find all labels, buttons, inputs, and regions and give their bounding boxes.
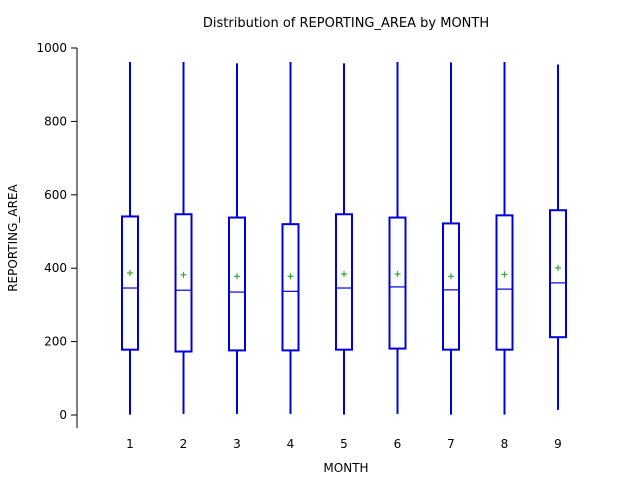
mean-marker <box>394 271 401 278</box>
y-tick-label: 600 <box>44 188 67 202</box>
x-tick-label: 5 <box>340 437 348 451</box>
box-month-6 <box>388 61 407 414</box>
chart-title: Distribution of REPORTING_AREA by MONTH <box>203 16 489 31</box>
box-month-3 <box>228 63 246 414</box>
x-tick-label: 4 <box>287 437 295 451</box>
boxes-layer <box>121 61 567 415</box>
y-tick-label: 200 <box>44 335 67 349</box>
y-axis-title: REPORTING_AREA <box>6 183 20 291</box>
box-month-9 <box>549 64 567 410</box>
iqr-box <box>495 214 514 351</box>
mean-marker <box>448 273 454 280</box>
y-axis-ticks: 0 200 400 600 800 1000 <box>36 41 77 422</box>
box-month-1 <box>121 61 139 415</box>
iqr-box <box>335 213 353 351</box>
x-axis-ticks: 1 2 3 4 5 6 7 8 9 <box>126 437 562 451</box>
iqr-box <box>174 213 193 353</box>
x-tick-label: 9 <box>554 437 562 451</box>
x-tick-label: 6 <box>394 437 402 451</box>
iqr-box <box>228 216 246 352</box>
mean-marker <box>341 271 347 278</box>
mean-marker <box>234 273 240 280</box>
x-axis-title: MONTH <box>323 461 368 475</box>
box-month-2 <box>174 61 193 414</box>
y-tick-label: 0 <box>59 408 67 422</box>
iqr-box <box>281 223 300 352</box>
mean-marker <box>555 264 561 271</box>
y-tick-label: 1000 <box>36 41 67 55</box>
box-month-5 <box>335 63 353 415</box>
iqr-box <box>442 222 460 351</box>
mean-marker <box>501 271 508 278</box>
box-month-8 <box>495 61 514 415</box>
x-tick-label: 2 <box>180 437 188 451</box>
mean-marker <box>287 273 294 280</box>
iqr-box <box>121 215 139 351</box>
box-month-7 <box>442 62 460 415</box>
mean-marker <box>127 269 133 276</box>
y-tick-label: 800 <box>44 114 67 128</box>
iqr-box <box>549 209 567 339</box>
box-month-4 <box>281 61 300 414</box>
mean-marker <box>180 271 187 278</box>
y-tick-label: 400 <box>44 261 67 275</box>
x-tick-label: 8 <box>501 437 509 451</box>
x-tick-label: 7 <box>447 437 455 451</box>
x-tick-label: 3 <box>233 437 241 451</box>
x-tick-label: 1 <box>126 437 134 451</box>
iqr-box <box>388 216 407 350</box>
